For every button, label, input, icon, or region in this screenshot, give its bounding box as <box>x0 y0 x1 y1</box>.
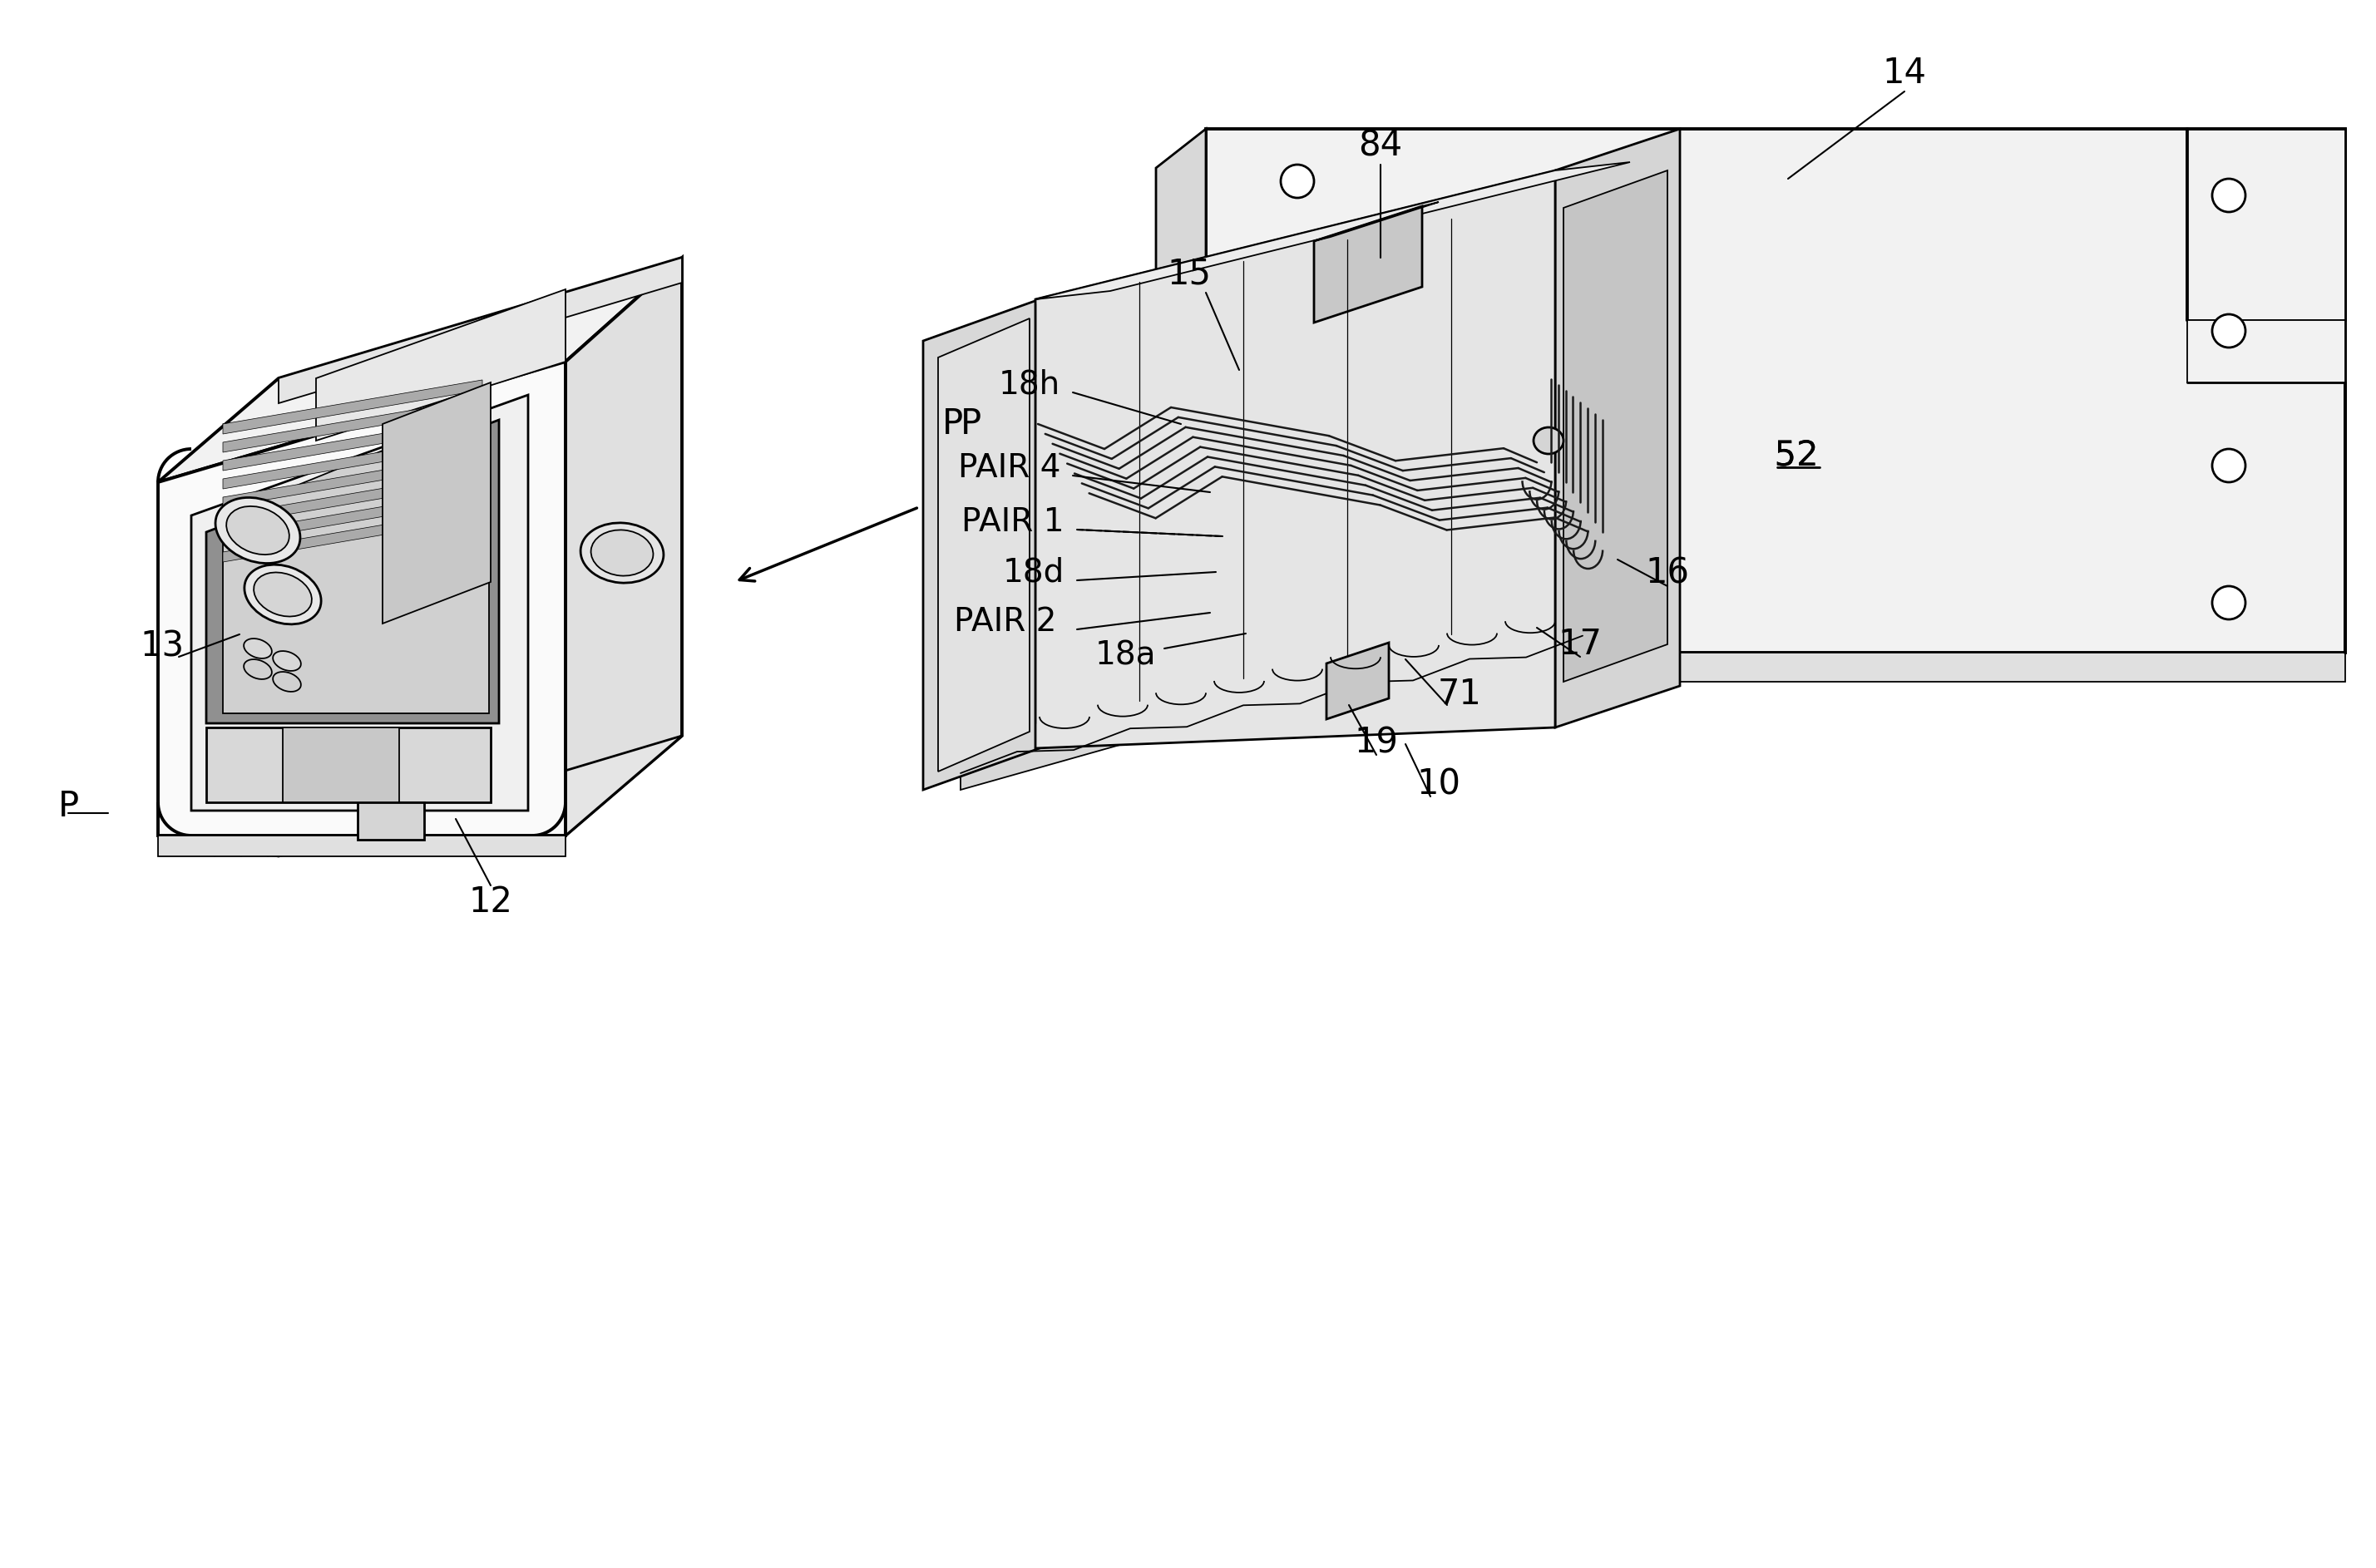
Text: 84: 84 <box>1359 129 1402 163</box>
Ellipse shape <box>245 659 271 679</box>
Polygon shape <box>1326 643 1390 720</box>
Polygon shape <box>2188 129 2345 320</box>
Polygon shape <box>283 728 399 803</box>
Polygon shape <box>1556 129 1680 728</box>
Polygon shape <box>1563 171 1668 682</box>
Text: 12: 12 <box>468 884 513 919</box>
Polygon shape <box>207 728 492 803</box>
Polygon shape <box>159 362 565 836</box>
Ellipse shape <box>226 506 290 555</box>
Polygon shape <box>159 735 682 856</box>
Polygon shape <box>960 574 1639 790</box>
Ellipse shape <box>2212 314 2245 348</box>
Ellipse shape <box>216 497 299 563</box>
Text: P: P <box>943 406 962 442</box>
Polygon shape <box>1314 205 1423 323</box>
Polygon shape <box>223 508 482 561</box>
Text: P: P <box>57 789 78 823</box>
Polygon shape <box>192 395 527 811</box>
Text: PAIR 4: PAIR 4 <box>958 452 1060 485</box>
Ellipse shape <box>1281 165 1314 198</box>
Text: 13: 13 <box>140 629 185 665</box>
Ellipse shape <box>2212 586 2245 619</box>
Text: P: P <box>960 406 981 442</box>
Ellipse shape <box>273 671 302 691</box>
Polygon shape <box>939 318 1029 771</box>
Ellipse shape <box>1281 436 1314 470</box>
Polygon shape <box>960 491 1639 765</box>
Polygon shape <box>1157 129 1207 696</box>
Polygon shape <box>565 257 682 836</box>
Ellipse shape <box>2212 448 2245 483</box>
Text: 18a: 18a <box>1095 640 1157 671</box>
Polygon shape <box>223 398 482 452</box>
Text: 16: 16 <box>1647 557 1689 591</box>
Polygon shape <box>223 472 482 525</box>
Ellipse shape <box>273 651 302 671</box>
Polygon shape <box>359 803 425 840</box>
Text: 14: 14 <box>1882 56 1927 91</box>
Text: 10: 10 <box>1416 767 1461 801</box>
Ellipse shape <box>245 564 321 624</box>
Polygon shape <box>223 489 482 544</box>
Text: 71: 71 <box>1437 677 1483 712</box>
Ellipse shape <box>580 522 663 583</box>
Text: 17: 17 <box>1559 627 1601 662</box>
Polygon shape <box>278 257 682 403</box>
Text: 18h: 18h <box>998 368 1060 401</box>
Polygon shape <box>223 434 482 489</box>
Polygon shape <box>960 162 1639 428</box>
Text: PAIR 1: PAIR 1 <box>962 506 1064 538</box>
Text: 15: 15 <box>1167 257 1212 292</box>
Polygon shape <box>924 299 1041 790</box>
Ellipse shape <box>1533 428 1563 455</box>
Polygon shape <box>960 237 1639 448</box>
Text: 19: 19 <box>1354 724 1399 760</box>
Ellipse shape <box>592 530 653 575</box>
Polygon shape <box>2188 320 2345 383</box>
Polygon shape <box>159 257 682 483</box>
Polygon shape <box>223 453 482 506</box>
Ellipse shape <box>2212 179 2245 212</box>
Polygon shape <box>223 417 482 470</box>
Ellipse shape <box>1281 299 1314 332</box>
Ellipse shape <box>245 638 271 659</box>
Polygon shape <box>1036 171 1556 748</box>
Text: 52: 52 <box>1775 437 1818 474</box>
Polygon shape <box>223 408 489 713</box>
Text: PAIR 2: PAIR 2 <box>953 607 1057 638</box>
Polygon shape <box>223 379 482 434</box>
Polygon shape <box>1314 202 1440 241</box>
Polygon shape <box>1207 652 2345 682</box>
Text: 18d: 18d <box>1003 557 1064 588</box>
Ellipse shape <box>254 572 311 616</box>
Ellipse shape <box>1281 574 1314 607</box>
Polygon shape <box>207 420 499 723</box>
Polygon shape <box>1207 129 2345 652</box>
Polygon shape <box>1036 162 1630 299</box>
Polygon shape <box>159 836 565 856</box>
Polygon shape <box>316 290 565 441</box>
Polygon shape <box>383 383 492 624</box>
